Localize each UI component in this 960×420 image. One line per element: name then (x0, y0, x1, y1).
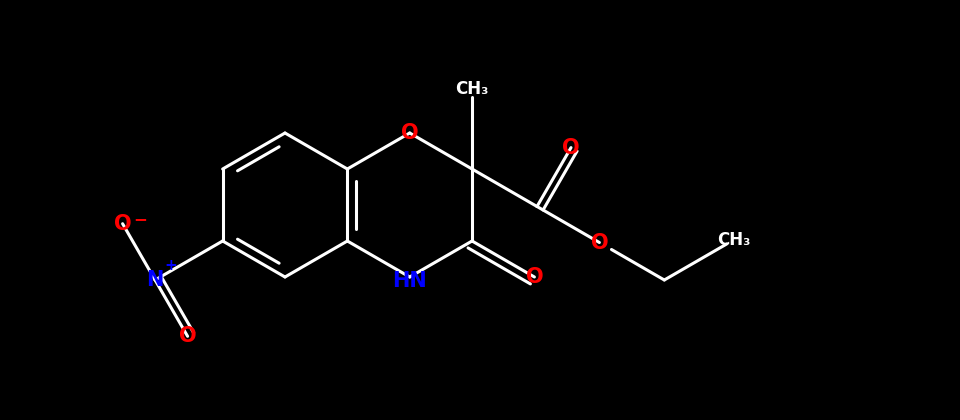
Text: CH₃: CH₃ (717, 231, 751, 249)
Text: O: O (179, 326, 197, 346)
Text: −: − (133, 210, 148, 228)
Text: +: + (165, 257, 178, 273)
Text: O: O (590, 233, 609, 252)
Text: O: O (401, 123, 419, 143)
Text: O: O (526, 267, 543, 287)
Text: CH₃: CH₃ (455, 80, 489, 98)
Text: N: N (147, 270, 164, 290)
Text: HN: HN (393, 271, 427, 291)
Text: O: O (563, 138, 580, 158)
Text: O: O (114, 214, 132, 234)
